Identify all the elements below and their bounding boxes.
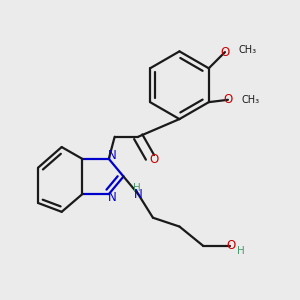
Text: N: N xyxy=(134,188,142,201)
Text: O: O xyxy=(226,239,236,252)
Text: O: O xyxy=(220,46,230,59)
Text: O: O xyxy=(223,93,232,106)
Text: O: O xyxy=(149,153,158,166)
Text: CH₃: CH₃ xyxy=(238,45,256,55)
Text: H: H xyxy=(237,246,244,256)
Text: H: H xyxy=(133,183,141,193)
Text: N: N xyxy=(108,149,117,162)
Text: CH₃: CH₃ xyxy=(241,95,259,105)
Text: N: N xyxy=(108,191,117,204)
